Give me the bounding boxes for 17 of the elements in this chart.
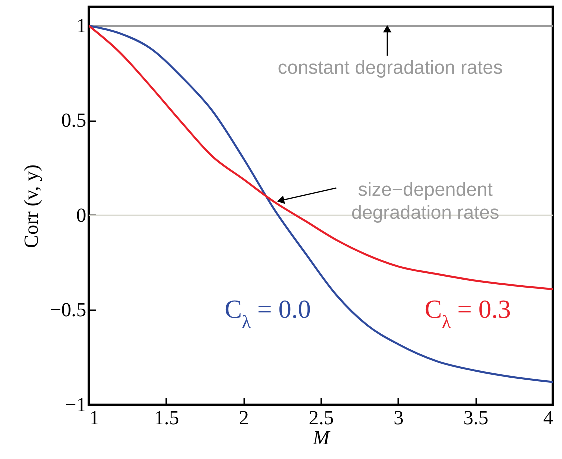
y-tick-label: −0.5 bbox=[50, 300, 86, 322]
x-tick-label: 1.5 bbox=[154, 408, 180, 430]
y-tick-label: −1 bbox=[65, 394, 86, 416]
x-tick-label: 2.5 bbox=[309, 408, 334, 430]
y-tick-label: 0 bbox=[76, 204, 86, 227]
x-axis-title: M bbox=[312, 428, 332, 450]
x-tick-label: 3 bbox=[394, 408, 404, 430]
y-tick-label: 1 bbox=[76, 15, 86, 38]
annotation: size−dependent degradation rates bbox=[352, 180, 500, 224]
x-tick-label: 2 bbox=[239, 408, 250, 430]
x-tick-label: 4 bbox=[544, 408, 554, 430]
y-tick-label: 0.5 bbox=[62, 110, 86, 132]
series-label: C$_{λ}$ = 0.0 bbox=[224, 295, 312, 332]
annotation: constant degradation rates bbox=[278, 58, 504, 79]
series-label: C$_{λ}$ = 0.3 bbox=[424, 295, 512, 332]
y-axis-title: Corr (v, y) bbox=[21, 164, 44, 248]
x-tick-label: 3.5 bbox=[464, 408, 489, 430]
